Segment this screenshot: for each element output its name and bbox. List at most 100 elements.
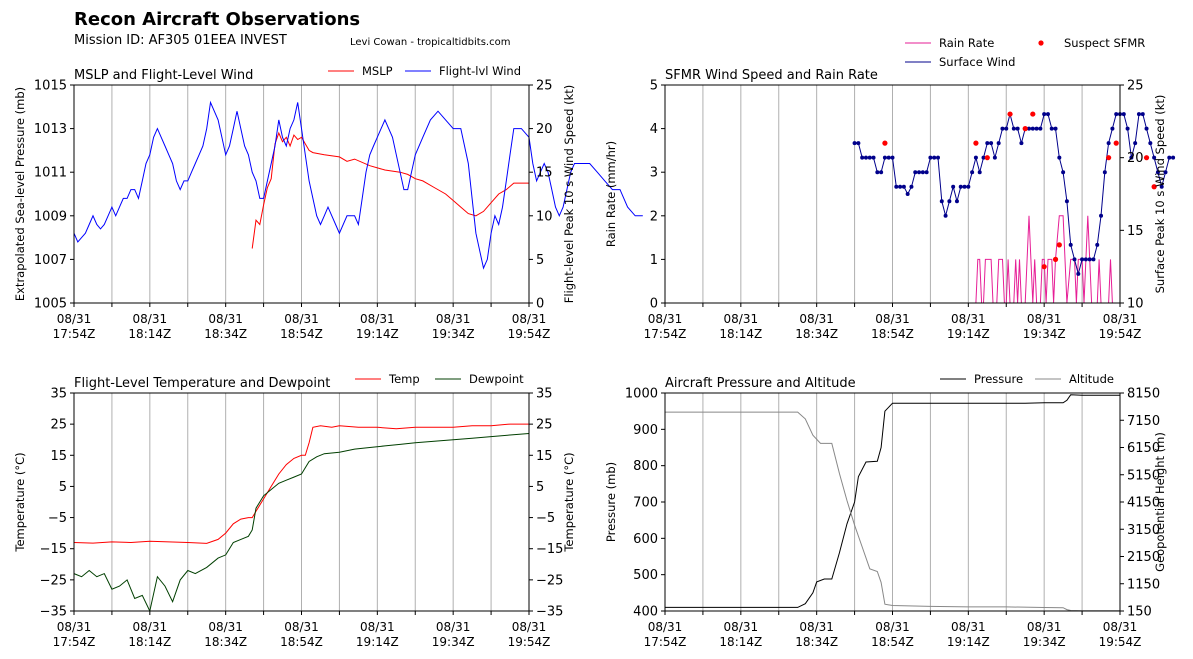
y2-tick-label: 5 [536, 253, 544, 268]
x-tick-label: 08/31 19:34Z [1023, 620, 1066, 649]
y2-tick-label: 8150 [1127, 387, 1160, 402]
data-point [905, 192, 910, 196]
data-point [1171, 155, 1176, 160]
chart-panel-3: 08/31 17:54Z 08/31 18:14Z 08/31 18:34Z 08/31 18… [13, 372, 576, 649]
data-point [1076, 271, 1081, 276]
x-tick-label: 08/31 19:34Z [432, 312, 475, 341]
data-point [970, 170, 975, 175]
y-tick-label: 15 [50, 449, 67, 464]
data-point [1000, 126, 1005, 131]
series-surface-wind-markers [852, 112, 1176, 276]
y-tick-label: 1007 [34, 253, 67, 268]
data-point [856, 141, 861, 146]
legend-label: MSLP [362, 64, 393, 78]
series-surface-wind-line [854, 112, 1174, 276]
data-point [1087, 257, 1092, 262]
x-tick-label: 08/31 19:54Z [508, 620, 551, 649]
legend-label: Altitude [1069, 372, 1114, 386]
data-point [958, 184, 963, 189]
data-point [1133, 141, 1138, 146]
y-tick-label: 5 [59, 480, 67, 495]
data-point [1053, 126, 1058, 131]
data-point [1011, 126, 1016, 131]
y-tick-label: 25 [50, 418, 67, 433]
legend-label: Flight-lvl Wind [439, 64, 521, 78]
x-tick-label: 08/31 18:34Z [795, 312, 838, 341]
data-point [1113, 140, 1119, 146]
data-point [898, 184, 903, 189]
data-point [1167, 155, 1172, 160]
y-tick-label: 500 [633, 568, 658, 583]
legend-item: Suspect SFMR [1038, 36, 1145, 50]
series-suspect-sfmr [882, 111, 1157, 270]
y2-tick-label: 20 [1127, 151, 1144, 166]
data-point [1163, 170, 1168, 175]
data-point [871, 155, 876, 160]
data-point [989, 141, 994, 146]
data-point [977, 170, 982, 175]
data-point [879, 170, 884, 175]
y2-tick-label: 15 [536, 166, 553, 181]
data-point [1080, 257, 1085, 262]
data-point [1042, 112, 1047, 117]
data-point [992, 155, 997, 160]
y-tick-label: −5 [48, 511, 67, 526]
y-tick-label: 1009 [34, 209, 67, 224]
data-point [947, 199, 952, 204]
data-point [917, 170, 922, 175]
y2-tick-label: 5150 [1127, 468, 1160, 483]
x-tick-label: 08/31 19:54Z [1099, 312, 1142, 341]
y-tick-label: 3 [650, 166, 658, 181]
data-point [984, 155, 990, 161]
data-point [1034, 126, 1039, 131]
y2-tick-label: 35 [536, 387, 553, 402]
x-tick-label: 08/31 19:34Z [432, 620, 475, 649]
x-tick-label: 08/31 19:54Z [508, 312, 551, 341]
y-tick-label: 900 [633, 423, 658, 438]
x-tick-label: 08/31 19:14Z [356, 312, 399, 341]
data-point [996, 141, 1001, 146]
data-point [1022, 126, 1028, 132]
chart-title: SFMR Wind Speed and Rain Rate [665, 68, 878, 83]
y-tick-label: 5 [650, 79, 658, 94]
chart-panel-1: 08/31 17:54Z 08/31 18:14Z 08/31 18:34Z 08/31 18… [13, 64, 643, 341]
y-tick-label: −35 [40, 605, 67, 620]
y2-tick-label: 4150 [1127, 496, 1160, 511]
y2-tick-label: 2150 [1127, 550, 1160, 565]
y-axis-label: Temperature (°C) [13, 452, 27, 552]
data-point [985, 141, 990, 146]
data-point [1095, 242, 1100, 247]
y2-tick-label: 15 [1127, 224, 1144, 239]
chart-title: MSLP and Flight-Level Wind [74, 68, 253, 83]
data-point [973, 155, 978, 160]
x-tick-label: 08/31 18:14Z [128, 620, 171, 649]
x-tick-label: 08/31 18:54Z [871, 312, 914, 341]
data-point [1110, 126, 1115, 131]
legend-label: Temp [388, 372, 420, 386]
y-tick-label: 1 [650, 253, 658, 268]
y2-axis-label: Temperature (°C) [562, 452, 576, 552]
y2-tick-label: −25 [536, 573, 563, 588]
x-tick-label: 08/31 18:14Z [128, 312, 171, 341]
x-tick-label: 08/31 18:14Z [719, 620, 762, 649]
y2-tick-label: 7150 [1127, 414, 1160, 429]
data-point [1057, 155, 1062, 160]
data-point [1038, 126, 1043, 131]
data-point [943, 213, 948, 218]
legend-item: Pressure [940, 372, 1023, 386]
x-tick-label: 08/31 17:54Z [644, 312, 687, 341]
legend-item: Surface Wind [905, 55, 1015, 69]
chart-panels: 08/31 17:54Z 08/31 18:14Z 08/31 18:34Z 08/31 18… [13, 36, 1176, 649]
data-point [1099, 213, 1104, 218]
x-tick-label: 08/31 18:34Z [795, 620, 838, 649]
x-tick-label: 08/31 17:54Z [53, 620, 96, 649]
chart-panel-4: 08/31 17:54Z 08/31 18:14Z 08/31 18:34Z 08/31 18… [604, 372, 1167, 649]
data-point [939, 199, 944, 204]
data-point [951, 184, 956, 189]
data-point [1140, 112, 1145, 117]
y2-tick-label: −5 [536, 511, 555, 526]
data-point [962, 184, 967, 189]
x-tick-label: 08/31 18:54Z [280, 620, 323, 649]
data-point [913, 170, 918, 175]
data-point [863, 155, 868, 160]
